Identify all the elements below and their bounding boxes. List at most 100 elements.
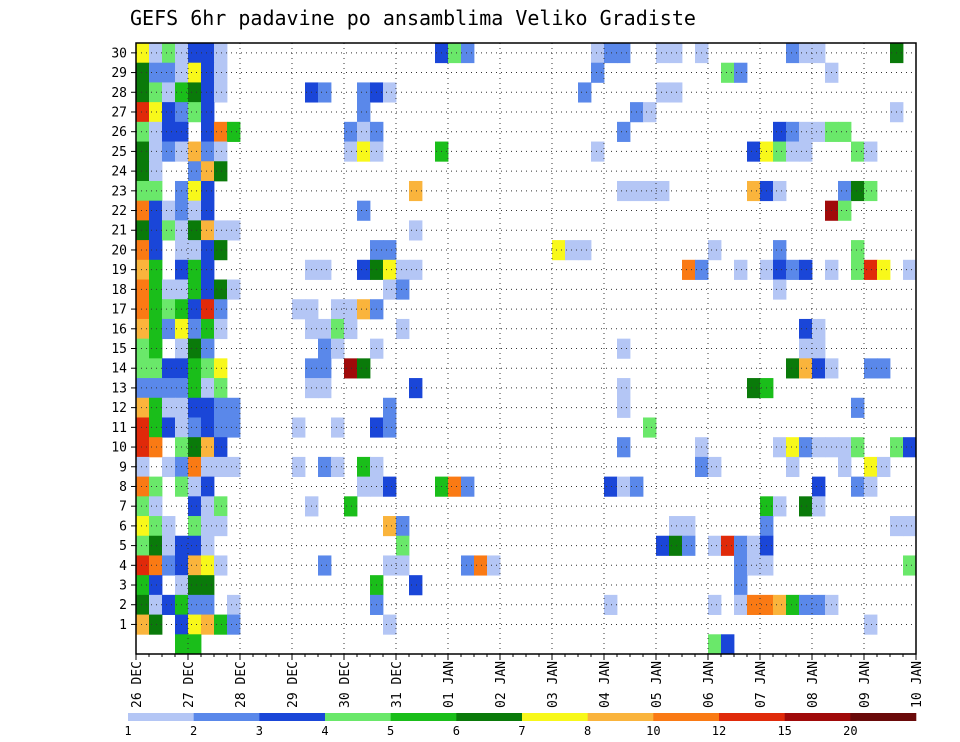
- y-tick-label: 12: [111, 401, 127, 416]
- heatmap-cell: [331, 318, 345, 340]
- heatmap-cell: [773, 180, 787, 202]
- heatmap-cell: [201, 456, 215, 478]
- heatmap-cell: [903, 516, 917, 537]
- heatmap-cell: [799, 437, 813, 458]
- heatmap-cell: [838, 180, 852, 202]
- colorbar-label: 2: [190, 724, 197, 738]
- heatmap-cell: [383, 476, 397, 497]
- heatmap-cell: [799, 43, 813, 64]
- heatmap-cell: [162, 299, 176, 320]
- heatmap-cell: [357, 299, 371, 320]
- colorbar-label: 20: [843, 724, 857, 738]
- heatmap-cell: [188, 102, 202, 123]
- heatmap-cell: [409, 378, 423, 399]
- heatmap-cell: [708, 535, 722, 556]
- heatmap-cell: [292, 417, 306, 438]
- colorbar-swatch: [784, 713, 851, 721]
- heatmap-cell: [214, 141, 228, 162]
- colorbar-label: 4: [321, 724, 328, 738]
- heatmap-cell: [214, 220, 228, 241]
- heatmap-cell: [448, 43, 462, 64]
- heatmap-cell: [188, 318, 202, 340]
- heatmap-cell: [201, 141, 215, 162]
- heatmap-cell: [396, 535, 410, 556]
- heatmap-cell: [591, 141, 605, 162]
- heatmap-cell: [812, 594, 826, 615]
- heatmap-cell: [669, 43, 683, 64]
- heatmap-cell: [383, 516, 397, 537]
- heatmap-cell: [214, 279, 228, 300]
- colorbar-swatch: [653, 713, 720, 721]
- heatmap-cell: [721, 62, 735, 83]
- y-tick-label: 7: [119, 500, 127, 515]
- colorbar-label: 10: [646, 724, 660, 738]
- y-tick-label: 13: [111, 381, 127, 396]
- heatmap-cell: [136, 417, 150, 438]
- heatmap-cell: [136, 299, 150, 320]
- heatmap-cell: [851, 240, 865, 261]
- heatmap-cell: [903, 437, 917, 458]
- heatmap-cell: [188, 594, 202, 615]
- heatmap-cell: [214, 437, 228, 458]
- colorbar-label: 7: [518, 724, 525, 738]
- heatmap-cell: [136, 496, 150, 517]
- heatmap-cell: [201, 220, 215, 241]
- heatmap-cell: [383, 397, 397, 418]
- heatmap-cell: [734, 575, 748, 596]
- heatmap-cell: [318, 555, 332, 576]
- heatmap-cell: [149, 240, 163, 261]
- x-tick-label: 28 DEC: [234, 661, 249, 708]
- heatmap-cell: [188, 299, 202, 320]
- heatmap-cell: [149, 476, 163, 497]
- heatmap-cell: [214, 62, 228, 83]
- heatmap-cell: [409, 180, 423, 202]
- heatmap-cell: [331, 456, 345, 478]
- heatmap-cell: [747, 378, 761, 399]
- heatmap-cell: [838, 456, 852, 478]
- y-tick-label: 20: [111, 243, 127, 258]
- heatmap-cell: [344, 141, 358, 162]
- heatmap-cell: [214, 358, 228, 379]
- y-tick-label: 16: [111, 322, 127, 337]
- y-tick-label: 28: [111, 86, 127, 101]
- heatmap-cell: [786, 358, 800, 379]
- heatmap-cell: [136, 555, 150, 576]
- heatmap-cell: [136, 220, 150, 241]
- x-tick-label: 10 JAN: [910, 661, 925, 708]
- heatmap-cell: [149, 62, 163, 83]
- y-tick-label: 15: [111, 342, 127, 357]
- heatmap-cell: [214, 516, 228, 537]
- heatmap-cell: [214, 43, 228, 64]
- heatmap-cell: [357, 200, 371, 221]
- heatmap-cell: [552, 240, 566, 261]
- heatmap-cell: [877, 259, 891, 280]
- heatmap-cell: [136, 318, 150, 340]
- heatmap-cell: [149, 516, 163, 537]
- heatmap-cell: [617, 476, 631, 497]
- y-tick-label: 21: [111, 224, 127, 239]
- colorbar-swatch: [390, 713, 457, 721]
- heatmap-cell: [773, 437, 787, 458]
- heatmap-cell: [188, 634, 202, 655]
- heatmap-cell: [188, 417, 202, 438]
- heatmap-cell: [877, 456, 891, 478]
- heatmap-cell: [812, 358, 826, 379]
- heatmap-cell: [851, 437, 865, 458]
- heatmap-cell: [812, 338, 826, 359]
- heatmap-cell: [149, 555, 163, 576]
- heatmap-cell: [201, 614, 215, 635]
- y-tick-label: 23: [111, 184, 127, 199]
- heatmap-cell: [318, 456, 332, 478]
- x-tick-label: 29 DEC: [286, 661, 301, 708]
- heatmap-cell: [136, 575, 150, 596]
- heatmap-cell: [396, 279, 410, 300]
- colorbar-label: 5: [387, 724, 394, 738]
- heatmap-cell: [357, 121, 371, 142]
- heatmap-cell: [799, 594, 813, 615]
- colorbar-swatch: [850, 713, 917, 721]
- heatmap-cell: [851, 397, 865, 418]
- heatmap-cell: [682, 535, 696, 556]
- heatmap-cell: [591, 43, 605, 64]
- heatmap-cell: [136, 614, 150, 635]
